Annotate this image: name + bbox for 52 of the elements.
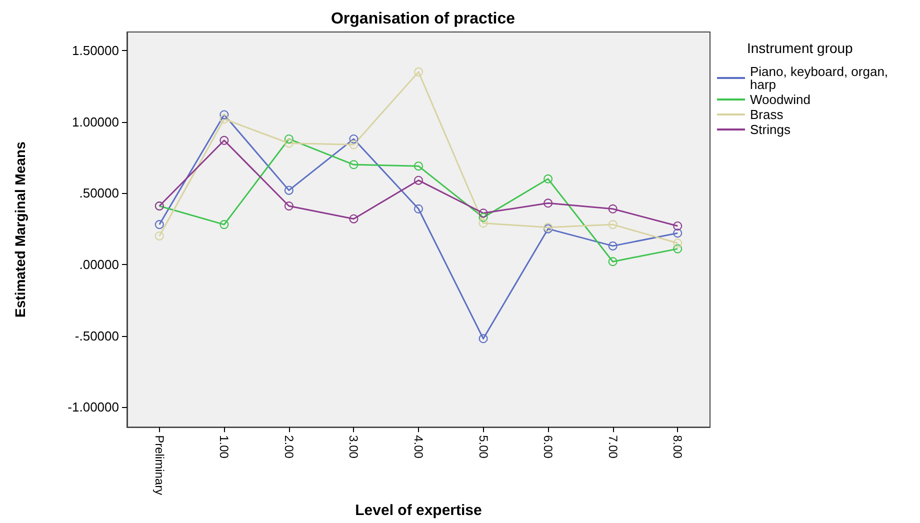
x-tick-label: 6.00 bbox=[541, 435, 556, 459]
point bbox=[349, 134, 358, 144]
legend-title: Instrument group bbox=[747, 40, 854, 56]
legend-label: Woodwind bbox=[750, 92, 810, 107]
x-axis-title: Level of expertise bbox=[355, 502, 482, 519]
point bbox=[544, 198, 553, 208]
point bbox=[414, 176, 423, 185]
x-tick-label: 3.00 bbox=[346, 435, 361, 459]
point bbox=[608, 257, 618, 266]
x-tick-label: 4.00 bbox=[412, 435, 426, 459]
point bbox=[284, 138, 294, 148]
point bbox=[414, 67, 423, 76]
x-tick-label: 7.00 bbox=[606, 435, 620, 459]
point bbox=[673, 238, 682, 248]
point bbox=[608, 241, 618, 250]
point bbox=[349, 140, 358, 150]
point bbox=[414, 162, 423, 171]
x-tick-label: Preliminary bbox=[152, 435, 166, 496]
y-tick-label: 1.00000 bbox=[72, 114, 119, 130]
legend-label: Brass bbox=[750, 107, 784, 122]
point bbox=[414, 204, 423, 214]
point bbox=[349, 214, 358, 224]
point bbox=[608, 204, 618, 214]
y-tick-label: .50000 bbox=[79, 186, 119, 201]
point bbox=[544, 174, 553, 184]
legend-label: Piano, keyboard, organ, harp bbox=[750, 64, 892, 92]
x-tick-label: 2.00 bbox=[282, 435, 296, 459]
y-tick-label: -1.00000 bbox=[68, 400, 119, 415]
point bbox=[478, 208, 488, 218]
point bbox=[220, 110, 229, 120]
x-tick-label: 1.00 bbox=[217, 435, 232, 459]
point bbox=[478, 334, 488, 344]
point bbox=[284, 186, 294, 195]
point bbox=[673, 221, 682, 230]
y-tick-label: .00000 bbox=[79, 256, 119, 272]
point bbox=[154, 220, 164, 230]
point bbox=[673, 244, 682, 254]
point bbox=[284, 202, 294, 210]
y-axis-title: Estimated Marginal Means bbox=[12, 141, 28, 318]
point bbox=[220, 136, 229, 145]
y-tick-label: 1.50000 bbox=[72, 43, 119, 58]
point bbox=[608, 220, 618, 230]
point bbox=[154, 231, 164, 240]
chart-title: Organisation of practice bbox=[330, 10, 516, 28]
point bbox=[349, 160, 358, 170]
x-tick-label: 8.00 bbox=[670, 435, 685, 459]
y-tick-label: -.50000 bbox=[74, 328, 119, 344]
point bbox=[220, 114, 229, 124]
point bbox=[220, 220, 229, 230]
point bbox=[478, 218, 488, 228]
x-tick-label: 5.00 bbox=[476, 435, 490, 459]
legend-label: Strings bbox=[750, 122, 791, 137]
